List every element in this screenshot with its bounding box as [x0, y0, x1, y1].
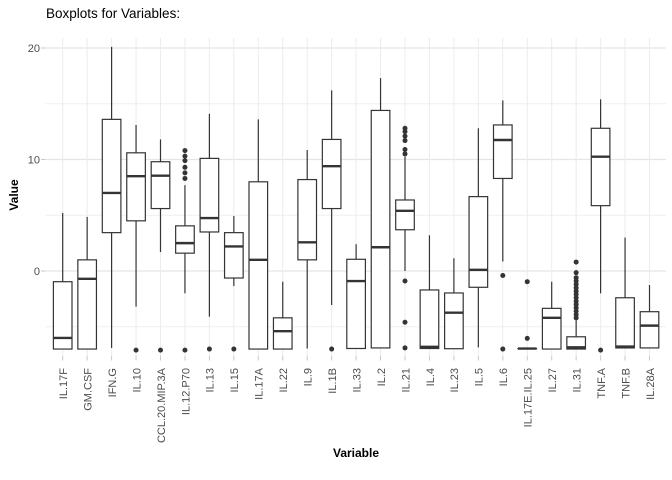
- x-tick-label: IFN.G: [107, 368, 119, 397]
- x-tick-label: IL.13: [205, 368, 217, 392]
- outlier-point: [402, 138, 408, 144]
- outlier-point: [573, 259, 579, 265]
- box-IL.17F: [52, 281, 73, 350]
- box-GM.CSF: [77, 259, 98, 350]
- x-tick-label: IL.21: [400, 368, 412, 392]
- x-tick-label: CCL.20.MIP.3A: [156, 367, 168, 443]
- x-tick-label: IL.4: [425, 368, 437, 386]
- outlier-point: [402, 319, 408, 325]
- x-tick-label: IL.15: [229, 368, 241, 392]
- x-tick-label: IL.5: [474, 368, 486, 386]
- outlier-point: [524, 279, 530, 285]
- outlier-point: [573, 270, 579, 276]
- outlier-point: [402, 278, 408, 284]
- outlier-point: [182, 347, 188, 353]
- x-tick-label: GM.CSF: [82, 368, 94, 411]
- box-IL.10: [126, 152, 146, 222]
- outlier-point: [402, 345, 408, 351]
- outlier-point: [133, 347, 139, 353]
- box-IL.27: [541, 307, 562, 350]
- box-IL.28A: [639, 311, 660, 349]
- outlier-point: [402, 146, 408, 152]
- outlier-point: [182, 158, 188, 164]
- x-tick-label: IL.27: [547, 368, 559, 392]
- x-axis-title: Variable: [332, 446, 380, 460]
- outlier-point: [500, 346, 506, 352]
- plot-title: Boxplots for Variables:: [46, 6, 181, 21]
- box-IL.21: [395, 199, 415, 231]
- outlier-point: [182, 170, 188, 176]
- box-IL.6: [492, 124, 513, 180]
- box-IL.15: [223, 232, 244, 279]
- outlier-point: [158, 347, 163, 353]
- box-IL.23: [444, 292, 464, 350]
- box-TNF.A: [590, 127, 611, 207]
- outlier-point: [598, 347, 604, 353]
- outlier-point: [402, 133, 408, 139]
- outlier-point: [206, 346, 212, 352]
- box-IL.13: [199, 157, 220, 233]
- outlier-point: [182, 148, 188, 154]
- outlier-point: [573, 315, 579, 321]
- box-TNF.B: [615, 297, 635, 349]
- x-tick-label: TNF.B: [620, 368, 632, 399]
- x-tick-label: IL.6: [498, 368, 510, 386]
- box-IL.31: [566, 336, 587, 350]
- y-tick-label: 0: [34, 266, 40, 278]
- box-CCL.20.MIP.3A: [150, 161, 171, 210]
- outlier-point: [182, 164, 188, 170]
- x-tick-label: IL.10: [131, 368, 143, 392]
- outlier-point: [402, 151, 408, 157]
- x-tick-label: IL.12.P70: [180, 368, 192, 415]
- x-tick-label: IL.17F: [58, 368, 70, 399]
- x-tick-label: TNF.A: [596, 367, 608, 398]
- outlier-point: [231, 346, 237, 352]
- box-IL.22: [272, 317, 293, 350]
- outlier-point: [500, 272, 506, 278]
- box-IL.4: [419, 289, 440, 350]
- box-IL.1B: [321, 138, 342, 210]
- y-tick-label: 20: [28, 43, 40, 55]
- box-IL.5: [468, 196, 489, 288]
- outlier-point: [329, 346, 335, 352]
- y-tick-label: 10: [28, 155, 40, 167]
- box-IFN.G: [101, 118, 122, 234]
- x-tick-label: IL.28A: [645, 367, 657, 399]
- box-IL.17A: [248, 181, 269, 350]
- box-IL.2: [370, 109, 391, 349]
- x-tick-label: IL.17A: [254, 367, 266, 399]
- x-tick-label: IL.33: [351, 368, 363, 392]
- x-tick-label: IL.31: [571, 368, 583, 392]
- x-tick-label: IL.23: [449, 368, 461, 392]
- outlier-point: [402, 129, 408, 135]
- x-tick-label: IL.9: [303, 368, 315, 386]
- outlier-point: [182, 153, 188, 159]
- x-tick-label: IL.1B: [327, 368, 339, 394]
- x-tick-label: IL.17E.IL.25: [523, 368, 535, 427]
- box-IL.12.P70: [175, 225, 195, 254]
- box-IL.9: [297, 178, 318, 261]
- box-IL.33: [346, 258, 366, 350]
- x-tick-label: IL.2: [376, 368, 388, 386]
- outlier-point: [524, 335, 530, 341]
- outlier-point: [182, 175, 188, 181]
- x-tick-label: IL.22: [278, 368, 290, 392]
